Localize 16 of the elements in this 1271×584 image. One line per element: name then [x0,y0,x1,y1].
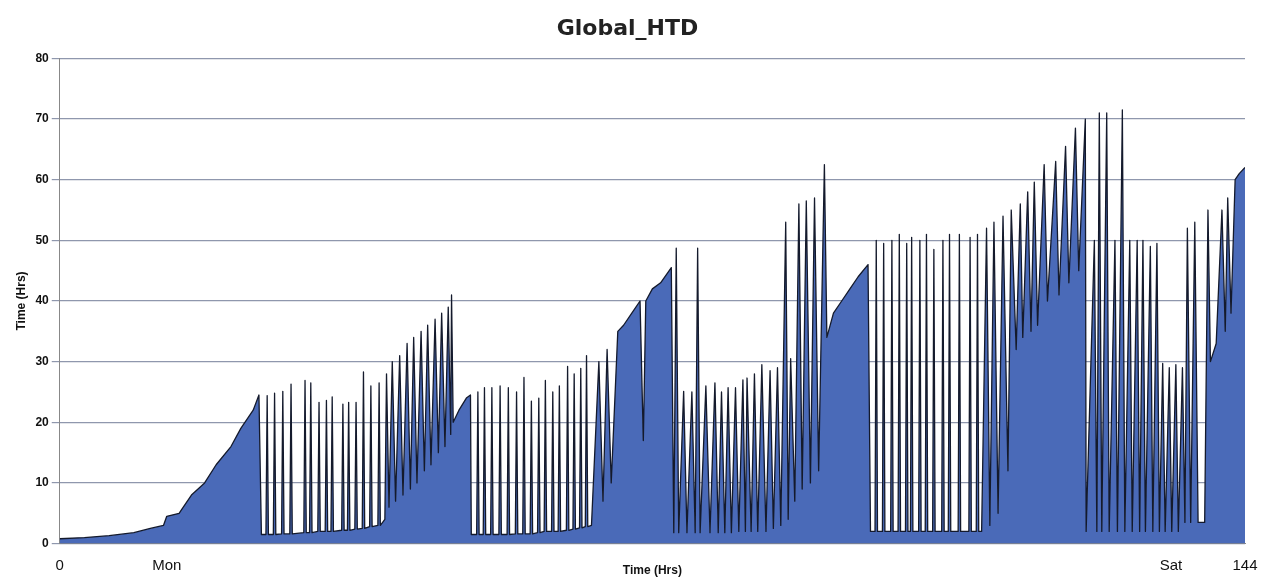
y-tick-label: 80 [35,50,50,65]
y-axis-title: Time (Hrs) [13,271,28,331]
chart-title: Global_HTD [556,14,699,40]
y-tick-label: 30 [35,353,50,368]
y-tick-label: 60 [35,172,50,187]
y-tick-label: 20 [35,414,50,429]
x-tick-label: 0 [55,555,64,573]
x-tick-label: Mon [152,555,182,573]
y-tick-label: 70 [35,111,50,126]
y-tick-label: 10 [35,475,50,490]
x-tick-label: 144 [1232,555,1258,573]
y-tick-label: 0 [42,535,50,550]
x-tick-label: Sat [1159,555,1184,573]
y-tick-label: 50 [35,232,50,247]
y-tick-label: 40 [35,293,50,308]
x-axis-title: Time (Hrs) [622,563,682,578]
